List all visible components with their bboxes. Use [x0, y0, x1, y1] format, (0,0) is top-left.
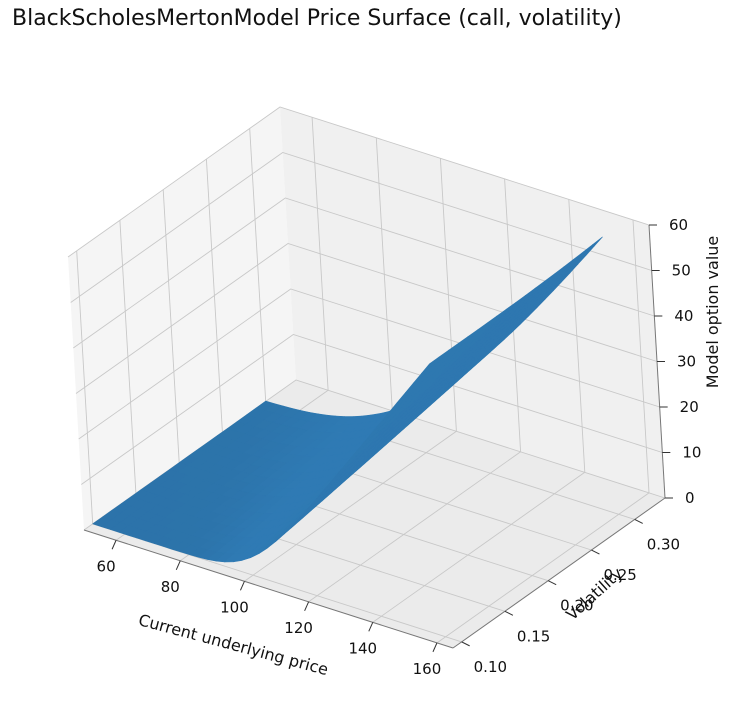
z-tick-label: 0 [685, 489, 695, 507]
y-tick: 0.20 [547, 580, 594, 615]
x-tick-label: 120 [284, 619, 313, 637]
z-grid-line [73, 197, 655, 349]
chart-title: BlackScholesMertonModel Price Surface (c… [12, 6, 622, 31]
z-tick-label: 30 [677, 353, 696, 371]
y-tick-label: 0.25 [603, 566, 636, 584]
x-tick-mark [239, 581, 245, 591]
z-tick: 20 [659, 398, 699, 416]
x-tick: 80 [161, 560, 181, 596]
x-tick: 60 [97, 540, 117, 575]
y-tick-mark [591, 549, 600, 555]
z-tick-label: 10 [682, 444, 701, 462]
x-tick-label: 160 [413, 660, 442, 678]
z-grid-line [81, 334, 663, 485]
z-grid-line [67, 106, 650, 258]
y-tick-label: 0.10 [474, 658, 507, 676]
x-tick-label: 80 [161, 578, 180, 596]
x-tick-label: 100 [220, 598, 249, 616]
y-tick-mark [461, 641, 470, 647]
z-grid-line [70, 152, 652, 303]
x-tick-mark [368, 622, 374, 632]
y-tick: 0.10 [461, 641, 507, 676]
y-tick-label: 0.20 [560, 597, 593, 615]
z-grid-line [75, 243, 658, 394]
z-tick: 10 [662, 444, 701, 462]
z-grid-line [78, 288, 660, 440]
x-tick: 120 [284, 601, 313, 637]
y-axis-ticks: 0.10 0.15 0.20 0.25 0.30 [461, 518, 680, 676]
z-tick-label: 50 [672, 262, 691, 280]
y-tick-mark [547, 580, 557, 586]
surface-patch [421, 356, 440, 374]
x-tick: 100 [220, 581, 249, 616]
price-surface [92, 236, 603, 563]
x-axis-line [83, 529, 454, 649]
z-tick: 0 [665, 489, 695, 507]
x-tick: 160 [413, 642, 442, 678]
z-tick: 30 [657, 353, 696, 371]
x-tick-label: 60 [97, 557, 116, 575]
x-axis-ticks: 60 80 100 120 140 160 [97, 540, 442, 678]
z-tick: 60 [649, 216, 688, 234]
z-tick-label: 40 [674, 307, 693, 325]
y-axis-line [452, 497, 666, 649]
z-tick-label: 60 [669, 216, 688, 234]
y-tick-mark [634, 518, 643, 524]
y-tick-mark [504, 610, 514, 616]
y-tick-label: 0.15 [517, 627, 550, 645]
z-tick: 40 [654, 307, 693, 325]
y-tick: 0.30 [634, 518, 680, 553]
y-axis-label: Volatility [562, 564, 626, 624]
x-tick-mark [111, 540, 117, 550]
z-axis-label: Model option value [703, 236, 722, 389]
y-tick-label: 0.30 [647, 535, 680, 553]
x-tick-mark [175, 560, 181, 570]
y-tick: 0.15 [504, 610, 550, 645]
z-tick-label: 20 [680, 398, 699, 416]
z-axis-ticks: 0 10 20 30 40 50 60 [649, 216, 701, 507]
x-tick-mark [432, 642, 438, 653]
y-tick: 0.25 [591, 549, 637, 584]
x-tick-mark [304, 601, 310, 612]
x-tick: 140 [348, 622, 377, 657]
grid-lines [67, 106, 666, 644]
z-tick: 50 [651, 262, 691, 280]
x-tick-label: 140 [348, 639, 377, 657]
